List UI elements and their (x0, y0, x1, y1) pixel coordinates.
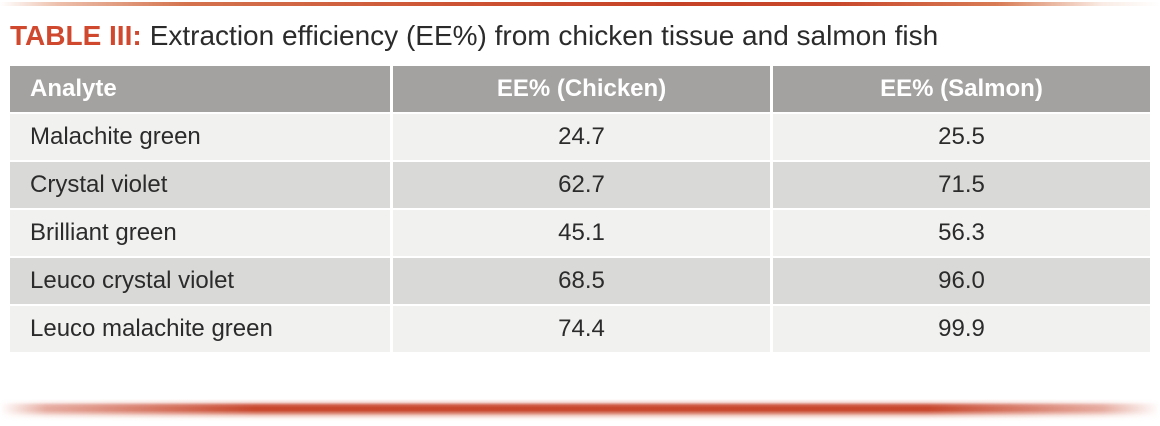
header-row: Analyte EE% (Chicken) EE% (Salmon) (10, 66, 1150, 114)
chicken-value-cell: 45.1 (390, 210, 770, 258)
analyte-cell: Brilliant green (10, 210, 390, 258)
chicken-value-cell: 68.5 (390, 258, 770, 306)
table-caption-label: TABLE III: (10, 20, 142, 51)
extraction-efficiency-table: Analyte EE% (Chicken) EE% (Salmon) Malac… (10, 66, 1150, 354)
analyte-cell: Crystal violet (10, 162, 390, 210)
table-caption: TABLE III: Extraction efficiency (EE%) fr… (10, 20, 938, 52)
salmon-value-cell: 56.3 (770, 210, 1150, 258)
table-row: Brilliant green 45.1 56.3 (10, 210, 1150, 258)
table-row: Leuco malachite green 74.4 99.9 (10, 306, 1150, 354)
table-caption-text: Extraction efficiency (EE%) from chicken… (149, 20, 939, 51)
column-header-ee-salmon: EE% (Salmon) (770, 66, 1150, 114)
chicken-value-cell: 62.7 (390, 162, 770, 210)
top-accent-rule (0, 2, 1160, 6)
analyte-cell: Leuco crystal violet (10, 258, 390, 306)
bottom-accent-swoosh (0, 399, 1160, 421)
salmon-value-cell: 71.5 (770, 162, 1150, 210)
chicken-value-cell: 74.4 (390, 306, 770, 354)
analyte-cell: Leuco malachite green (10, 306, 390, 354)
chicken-value-cell: 24.7 (390, 114, 770, 162)
analyte-cell: Malachite green (10, 114, 390, 162)
salmon-value-cell: 96.0 (770, 258, 1150, 306)
salmon-value-cell: 25.5 (770, 114, 1150, 162)
column-header-analyte: Analyte (10, 66, 390, 114)
table-row: Crystal violet 62.7 71.5 (10, 162, 1150, 210)
column-header-ee-chicken: EE% (Chicken) (390, 66, 770, 114)
salmon-value-cell: 99.9 (770, 306, 1150, 354)
table-row: Leuco crystal violet 68.5 96.0 (10, 258, 1150, 306)
table-row: Malachite green 24.7 25.5 (10, 114, 1150, 162)
